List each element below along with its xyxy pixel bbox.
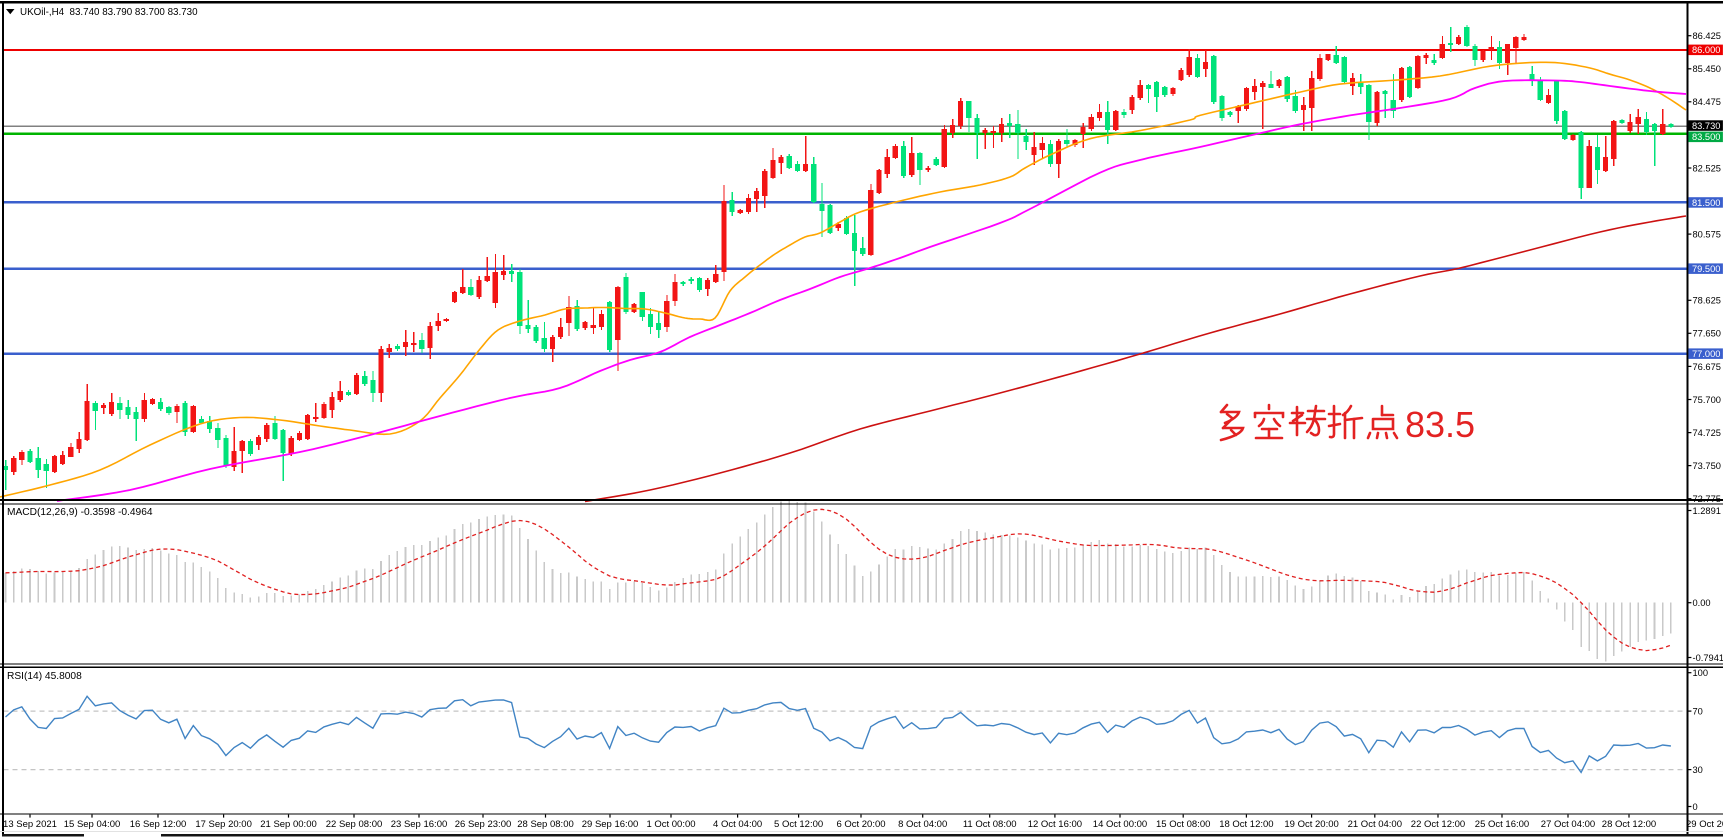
svg-text:12 Oct 16:00: 12 Oct 16:00 bbox=[1028, 819, 1082, 830]
svg-text:MACD(12,26,9) -0.3598 -0.4964: MACD(12,26,9) -0.3598 -0.4964 bbox=[7, 507, 153, 518]
svg-text:86.000: 86.000 bbox=[1692, 45, 1720, 55]
svg-text:72.775: 72.775 bbox=[1693, 494, 1721, 504]
svg-text:25 Oct 16:00: 25 Oct 16:00 bbox=[1475, 819, 1529, 830]
svg-text:83.500: 83.500 bbox=[1692, 132, 1720, 142]
svg-text:28 Sep 08:00: 28 Sep 08:00 bbox=[517, 819, 574, 830]
svg-text:0: 0 bbox=[1693, 802, 1698, 812]
svg-text:17 Sep 20:00: 17 Sep 20:00 bbox=[195, 819, 252, 830]
svg-text:21 Oct 04:00: 21 Oct 04:00 bbox=[1348, 819, 1402, 830]
svg-text:27 Oct 04:00: 27 Oct 04:00 bbox=[1541, 819, 1595, 830]
svg-text:28 Oct 12:00: 28 Oct 12:00 bbox=[1602, 819, 1656, 830]
svg-text:23 Sep 16:00: 23 Sep 16:00 bbox=[391, 819, 448, 830]
svg-text:30: 30 bbox=[1693, 765, 1703, 775]
svg-text:77.650: 77.650 bbox=[1693, 329, 1721, 339]
svg-text:19 Oct 20:00: 19 Oct 20:00 bbox=[1284, 819, 1338, 830]
svg-text:83.5: 83.5 bbox=[1405, 404, 1475, 445]
svg-text:82.525: 82.525 bbox=[1693, 163, 1721, 173]
svg-text:13 Sep 2021: 13 Sep 2021 bbox=[3, 819, 57, 830]
svg-text:26 Sep 23:00: 26 Sep 23:00 bbox=[455, 819, 512, 830]
svg-text:18 Oct 12:00: 18 Oct 12:00 bbox=[1219, 819, 1273, 830]
svg-text:14 Oct 00:00: 14 Oct 00:00 bbox=[1093, 819, 1147, 830]
svg-text:76.675: 76.675 bbox=[1693, 362, 1721, 372]
svg-text:79.500: 79.500 bbox=[1692, 264, 1720, 274]
svg-text:8 Oct 04:00: 8 Oct 04:00 bbox=[898, 819, 947, 830]
svg-text:6 Oct 20:00: 6 Oct 20:00 bbox=[836, 819, 885, 830]
svg-text:4 Oct 04:00: 4 Oct 04:00 bbox=[713, 819, 762, 830]
svg-text:80.575: 80.575 bbox=[1693, 230, 1721, 240]
svg-text:21 Sep 00:00: 21 Sep 00:00 bbox=[260, 819, 317, 830]
svg-text:29 Sep 16:00: 29 Sep 16:00 bbox=[582, 819, 639, 830]
svg-text:74.725: 74.725 bbox=[1693, 428, 1721, 438]
svg-text:1.2891: 1.2891 bbox=[1693, 506, 1721, 516]
svg-text:78.625: 78.625 bbox=[1693, 296, 1721, 306]
svg-text:UKOil-,H4 83.740 83.790 83.70: UKOil-,H4 83.740 83.790 83.700 83.730 bbox=[20, 7, 198, 18]
svg-text:70: 70 bbox=[1693, 707, 1703, 717]
svg-text:-0.7941: -0.7941 bbox=[1693, 653, 1723, 663]
svg-text:1 Oct 00:00: 1 Oct 00:00 bbox=[646, 819, 695, 830]
svg-text:RSI(14) 45.8008: RSI(14) 45.8008 bbox=[7, 671, 82, 682]
svg-text:15 Sep 04:00: 15 Sep 04:00 bbox=[64, 819, 121, 830]
svg-text:22 Oct 12:00: 22 Oct 12:00 bbox=[1411, 819, 1465, 830]
svg-text:84.475: 84.475 bbox=[1693, 97, 1721, 107]
svg-text:73.750: 73.750 bbox=[1693, 461, 1721, 471]
svg-text:85.450: 85.450 bbox=[1693, 64, 1721, 74]
svg-text:29 Oct 20:00: 29 Oct 20:00 bbox=[1686, 819, 1723, 830]
svg-text:83.730: 83.730 bbox=[1692, 121, 1720, 131]
svg-text:5 Oct 12:00: 5 Oct 12:00 bbox=[774, 819, 823, 830]
svg-text:77.000: 77.000 bbox=[1692, 349, 1720, 359]
svg-text:86.425: 86.425 bbox=[1693, 31, 1721, 41]
svg-text:22 Sep 08:00: 22 Sep 08:00 bbox=[326, 819, 383, 830]
svg-text:0.00: 0.00 bbox=[1693, 598, 1711, 608]
svg-text:16 Sep 12:00: 16 Sep 12:00 bbox=[130, 819, 187, 830]
svg-text:100: 100 bbox=[1693, 668, 1709, 678]
svg-text:11 Oct 08:00: 11 Oct 08:00 bbox=[963, 819, 1017, 830]
svg-text:81.500: 81.500 bbox=[1692, 198, 1720, 208]
svg-text:75.700: 75.700 bbox=[1693, 395, 1721, 405]
svg-text:15 Oct 08:00: 15 Oct 08:00 bbox=[1156, 819, 1210, 830]
